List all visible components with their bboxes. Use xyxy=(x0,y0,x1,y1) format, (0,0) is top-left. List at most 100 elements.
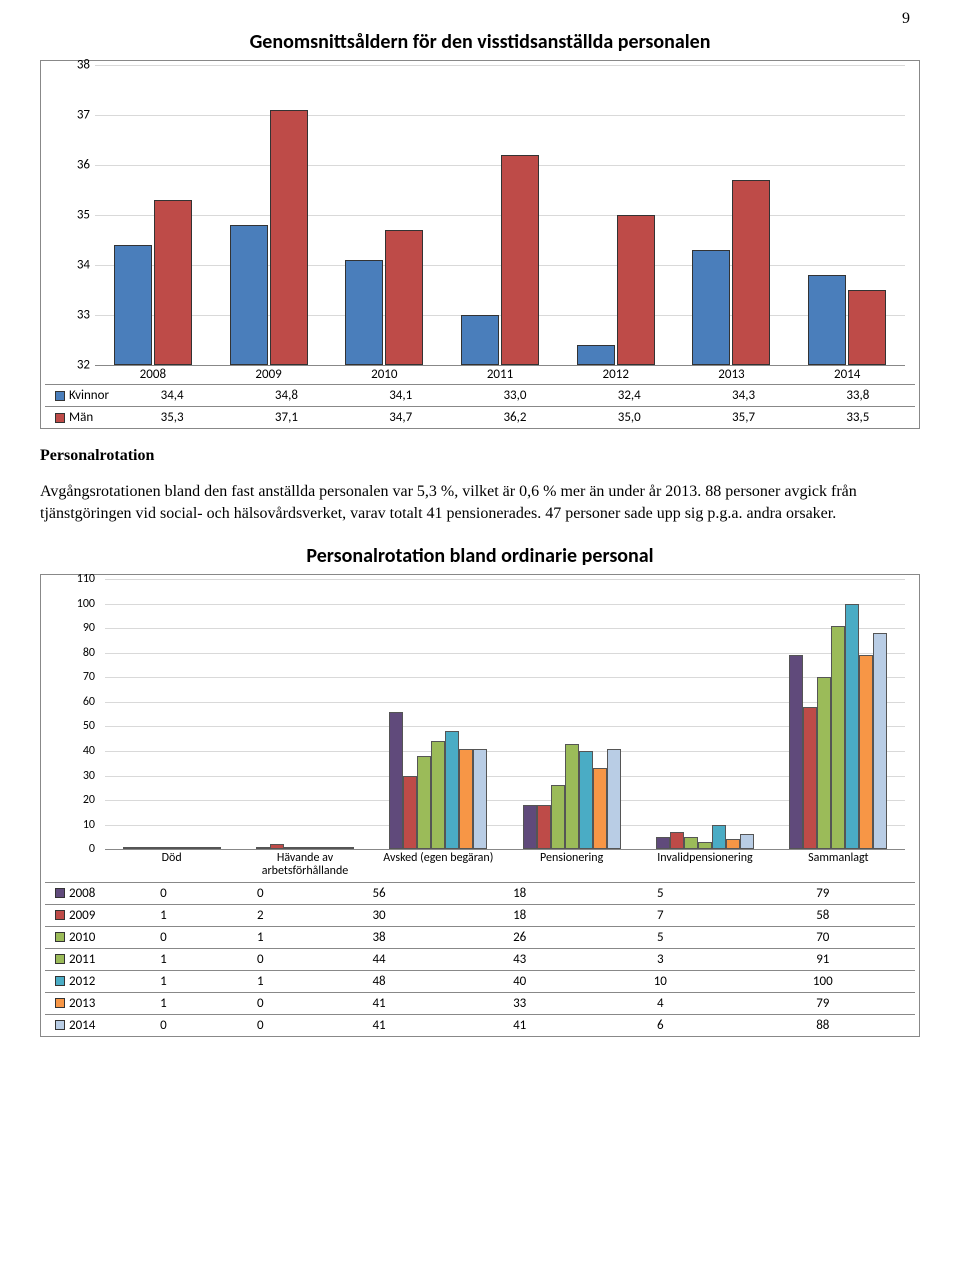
chart2-bar xyxy=(859,655,873,849)
chart2-bar xyxy=(670,832,684,849)
chart2-table-cell: 41 xyxy=(309,1014,450,1036)
chart2-table-cell: 100 xyxy=(731,970,915,992)
chart2-bar xyxy=(459,749,473,850)
chart1-xaxis-label: 2011 xyxy=(442,365,558,384)
chart2-series-label: 2011 xyxy=(45,948,115,970)
chart1-bar xyxy=(808,275,846,365)
chart1-xaxis-label: 2008 xyxy=(95,365,211,384)
chart2-table-cell: 2 xyxy=(212,904,309,926)
legend-swatch xyxy=(55,954,65,964)
chart2-table-cell: 91 xyxy=(731,948,915,970)
chart1-category-column xyxy=(674,65,790,365)
chart1-bar xyxy=(345,260,383,365)
chart1-bar xyxy=(230,225,268,365)
chart1-series-label: Kvinnor xyxy=(45,385,115,407)
chart2-bar xyxy=(193,847,207,849)
chart2-xaxis-label: Avsked (egen begäran) xyxy=(372,849,505,881)
chart2-ytick: 100 xyxy=(60,597,95,611)
chart2-series-name: 2011 xyxy=(69,952,95,967)
chart2-bar xyxy=(873,633,887,849)
chart2-series-name: 2009 xyxy=(69,908,95,923)
chart2-category-column xyxy=(105,579,238,849)
chart2-bar xyxy=(340,847,354,849)
chart2-table-cell: 33 xyxy=(449,992,590,1014)
chart2-table-cell: 43 xyxy=(449,948,590,970)
chart2-table-cell: 0 xyxy=(212,992,309,1014)
chart2-ytick: 110 xyxy=(60,572,95,586)
chart1-ytick: 37 xyxy=(55,108,90,123)
chart2-series-label: 2013 xyxy=(45,992,115,1014)
chart1-xaxis-label: 2009 xyxy=(211,365,327,384)
chart1-bar xyxy=(692,250,730,365)
chart2-table-cell: 1 xyxy=(212,970,309,992)
chart1-bar xyxy=(577,345,615,365)
chart2-table-cell: 0 xyxy=(115,926,212,948)
chart1-bar xyxy=(617,215,655,365)
chart2-series-name: 2014 xyxy=(69,1018,95,1033)
chart2-table-cell: 48 xyxy=(309,970,450,992)
chart2-ytick: 80 xyxy=(60,646,95,660)
chart2-xaxis-label: Hävande av arbetsförhållande xyxy=(238,849,371,881)
chart2-table-cell: 4 xyxy=(590,992,731,1014)
chart1-table-cell: 34,3 xyxy=(686,385,800,407)
chart1-xaxis: 2008200920102011201220132014 xyxy=(95,365,905,384)
chart2-bar xyxy=(740,834,754,849)
chart2-bar xyxy=(403,776,417,850)
chart2-bar xyxy=(298,847,312,849)
chart2-bar xyxy=(579,751,593,849)
chart2-wrapper: 0102030405060708090100110 DödHävande av … xyxy=(40,574,920,1036)
chart2-table-cell: 58 xyxy=(731,904,915,926)
chart2-table-cell: 18 xyxy=(449,904,590,926)
chart1-series-name: Män xyxy=(69,410,93,425)
legend-swatch xyxy=(55,391,65,401)
chart1-baseline xyxy=(95,365,905,366)
chart2-ytick: 30 xyxy=(60,769,95,783)
chart2-ytick: 0 xyxy=(60,842,95,856)
chart2-table-cell: 26 xyxy=(449,926,590,948)
chart2-bar xyxy=(123,847,137,849)
legend-swatch xyxy=(55,932,65,942)
chart1-ytick: 32 xyxy=(55,358,90,373)
chart2-bar xyxy=(389,712,403,849)
chart1-category-column xyxy=(326,65,442,365)
chart2-series-label: 2012 xyxy=(45,970,115,992)
chart1-wrapper: 32333435363738 2008200920102011201220132… xyxy=(40,60,920,429)
chart2-ytick: 10 xyxy=(60,818,95,832)
chart2-ytick: 90 xyxy=(60,621,95,635)
chart1-xaxis-label: 2012 xyxy=(558,365,674,384)
chart1-data-table: Kvinnor34,434,834,133,032,434,333,8Män35… xyxy=(45,384,915,428)
chart1-table-cell: 33,5 xyxy=(801,407,915,429)
chart2-table-cell: 0 xyxy=(115,1014,212,1036)
chart2-table-cell: 30 xyxy=(309,904,450,926)
chart2-bar xyxy=(726,839,740,849)
chart2-bar xyxy=(473,749,487,850)
chart2-bar xyxy=(684,837,698,849)
chart1-category-column xyxy=(789,65,905,365)
chart2-bar xyxy=(845,604,859,849)
chart2-series-label: 2010 xyxy=(45,926,115,948)
legend-swatch xyxy=(55,888,65,898)
chart2-bar xyxy=(270,844,284,849)
chart1-bar xyxy=(114,245,152,365)
chart2-bar xyxy=(817,677,831,849)
chart2-baseline xyxy=(105,849,905,850)
chart1-xaxis-label: 2014 xyxy=(789,365,905,384)
chart2-bar xyxy=(179,847,193,849)
chart2-category-column xyxy=(638,579,771,849)
chart1-table-cell: 35,3 xyxy=(115,407,229,429)
chart2-ytick: 40 xyxy=(60,744,95,758)
chart2-xaxis-label: Pensionering xyxy=(505,849,638,881)
body-text: Avgångsrotationen bland den fast anställ… xyxy=(40,481,920,524)
section-heading: Personalrotation xyxy=(40,447,920,465)
chart1-bar xyxy=(848,290,886,365)
chart1-ytick: 33 xyxy=(55,308,90,323)
chart1-table-cell: 34,8 xyxy=(229,385,343,407)
chart2-table-cell: 1 xyxy=(212,926,309,948)
chart2-table-cell: 7 xyxy=(590,904,731,926)
chart2-series-name: 2013 xyxy=(69,996,95,1011)
chart2-bar xyxy=(712,825,726,850)
page-number: 9 xyxy=(902,10,910,28)
chart2-table-cell: 0 xyxy=(212,882,309,904)
chart2-category-column xyxy=(505,579,638,849)
chart1-bar xyxy=(270,110,308,365)
